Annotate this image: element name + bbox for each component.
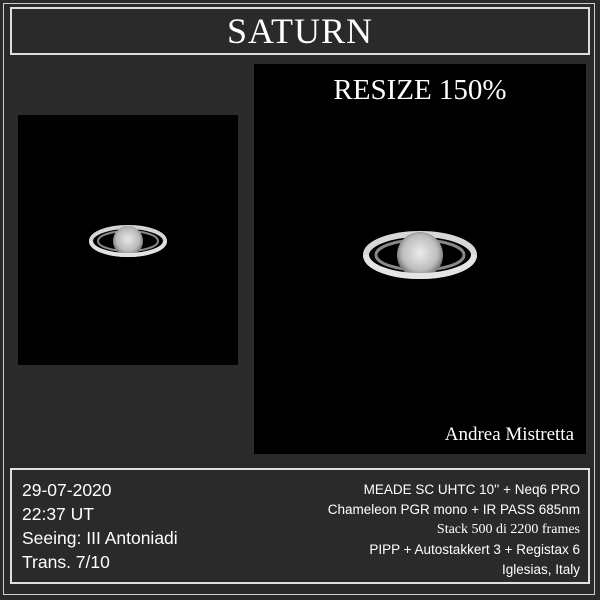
outer-frame bbox=[3, 3, 595, 595]
saturn-small-icon bbox=[89, 225, 167, 257]
saturn-resized-image: RESIZE 150% Andrea Mistretta bbox=[254, 64, 586, 454]
saturn-large-icon bbox=[363, 231, 477, 279]
saturn-original-image bbox=[18, 115, 238, 365]
page-title: SATURN bbox=[226, 11, 374, 51]
software-line: PIPP + Autostakkert 3 + Registax 6 bbox=[369, 542, 580, 557]
location-line: Iglesias, Italy bbox=[501, 562, 580, 577]
resize-label: RESIZE 150% bbox=[333, 74, 507, 106]
observation-date: 29-07-2020 bbox=[22, 480, 112, 500]
telescope-line: MEADE SC UHTC 10'' + Neq6 PRO bbox=[363, 482, 580, 497]
equipment-details: MEADE SC UHTC 10'' + Neq6 PRO Chameleon … bbox=[328, 480, 580, 580]
camera-line: Chameleon PGR mono + IR PASS 685nm bbox=[327, 502, 580, 517]
author-credit: Andrea Mistretta bbox=[444, 424, 574, 445]
transparency-value: Trans. 7/10 bbox=[22, 552, 110, 572]
observation-time: 22:37 UT bbox=[22, 504, 94, 524]
observation-details: 29-07-2020 22:37 UT Seeing: III Antoniad… bbox=[22, 478, 178, 574]
info-box: 29-07-2020 22:37 UT Seeing: III Antoniad… bbox=[10, 468, 590, 584]
stack-line: Stack 500 di 2200 frames bbox=[436, 522, 580, 537]
title-box: SATURN bbox=[10, 7, 590, 55]
seeing-value: Seeing: III Antoniadi bbox=[22, 528, 178, 548]
